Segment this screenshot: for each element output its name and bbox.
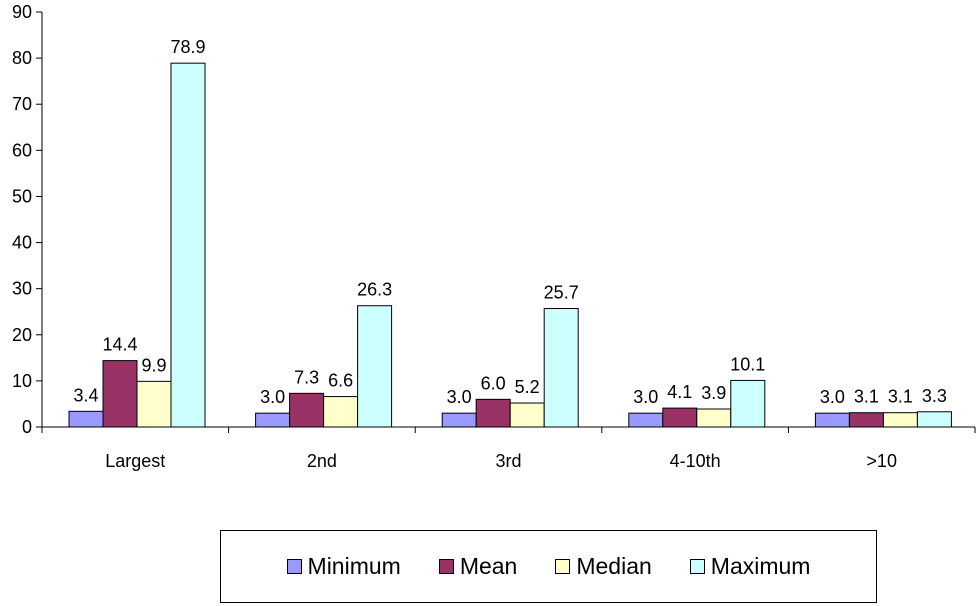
data-label: 7.3 (294, 367, 319, 387)
y-tick-label: 90 (12, 2, 32, 22)
legend-label: Minimum (307, 553, 401, 579)
legend-item-mean: Mean (438, 553, 518, 580)
y-tick-label: 60 (12, 140, 32, 160)
bar-median (509, 402, 545, 428)
data-label: 3.1 (854, 387, 879, 407)
data-label: 3.0 (447, 387, 472, 407)
x-axis: Largest 2nd 3rd 4-10th >10 (41, 426, 976, 471)
data-label: 5.2 (515, 377, 540, 397)
data-label: 6.6 (328, 371, 353, 391)
legend-item-median: Median (555, 553, 652, 580)
legend-swatch (286, 559, 302, 574)
y-tick-label: 10 (12, 371, 32, 391)
legend-swatch (555, 559, 571, 574)
category-label: Largest (105, 451, 165, 471)
data-label: 10.1 (730, 354, 765, 374)
y-tick-label: 50 (12, 186, 32, 206)
bar-maximum (170, 62, 206, 428)
bar-minimum (628, 412, 664, 428)
bar-median (696, 408, 732, 428)
bar-mean (289, 392, 325, 428)
bar-minimum (441, 412, 477, 428)
category-label: 3rd (495, 451, 521, 471)
data-label: 6.0 (481, 373, 506, 393)
legend-item-minimum: Minimum (286, 553, 401, 580)
bar-minimum (255, 412, 291, 428)
bars (68, 62, 952, 428)
bar-maximum (730, 379, 766, 428)
bar-mean (475, 398, 511, 428)
data-label: 3.1 (888, 387, 913, 407)
data-label: 4.1 (667, 382, 692, 402)
bar-median (882, 412, 918, 428)
bar-median (323, 396, 359, 428)
legend-swatch (689, 559, 705, 574)
data-labels: 3.4 14.49.9 78.9 3.0 7.3 6.6 26.3 3.0 6.0 5.2 25.7… (73, 37, 946, 407)
bar-maximum (357, 305, 393, 428)
bar-chart: 0 10 20 30 40 50 60 70 80 90 Largest 2nd 3rd 4-10th >… (12, 2, 976, 471)
bar-mean (662, 407, 698, 428)
y-tick-label: 70 (12, 94, 32, 114)
category-label: 2nd (307, 451, 337, 471)
category-label: 4-10th (670, 451, 721, 471)
data-label: 3.9 (701, 383, 726, 403)
bar-mean (102, 360, 138, 428)
y-tick-label: 30 (12, 279, 32, 299)
bar-maximum (916, 411, 952, 428)
y-tick-label: 80 (12, 48, 32, 68)
bar-median (136, 380, 172, 428)
bar-minimum (68, 410, 104, 428)
y-tick-label: 0 (22, 417, 32, 437)
data-label: 3.3 (922, 386, 947, 406)
y-tick-label: 40 (12, 233, 32, 253)
category-label: >10 (866, 451, 897, 471)
legend-label: Mean (459, 553, 518, 579)
legend-item-maximum: Maximum (689, 553, 811, 580)
data-label: 25.7 (544, 282, 579, 302)
data-label: 26.3 (357, 280, 392, 300)
data-label: 78.9 (170, 37, 205, 57)
data-label: 3.0 (820, 387, 845, 407)
legend: Minimum Mean Median Maximum (220, 530, 877, 603)
data-label: 3.4 (73, 385, 98, 405)
bar-maximum (543, 307, 579, 428)
y-axis: 0 10 20 30 40 50 60 70 80 90 (12, 2, 43, 437)
data-label: 3.0 (633, 387, 658, 407)
data-label: 14.4 (102, 335, 137, 355)
bar-mean (848, 412, 884, 428)
bar-minimum (814, 412, 850, 428)
legend-swatch (438, 559, 454, 574)
legend-label: Median (576, 553, 652, 579)
data-label: 3.0 (260, 387, 285, 407)
y-tick-label: 20 (12, 325, 32, 345)
legend-label: Maximum (710, 553, 811, 579)
data-label: 9.9 (141, 355, 166, 375)
